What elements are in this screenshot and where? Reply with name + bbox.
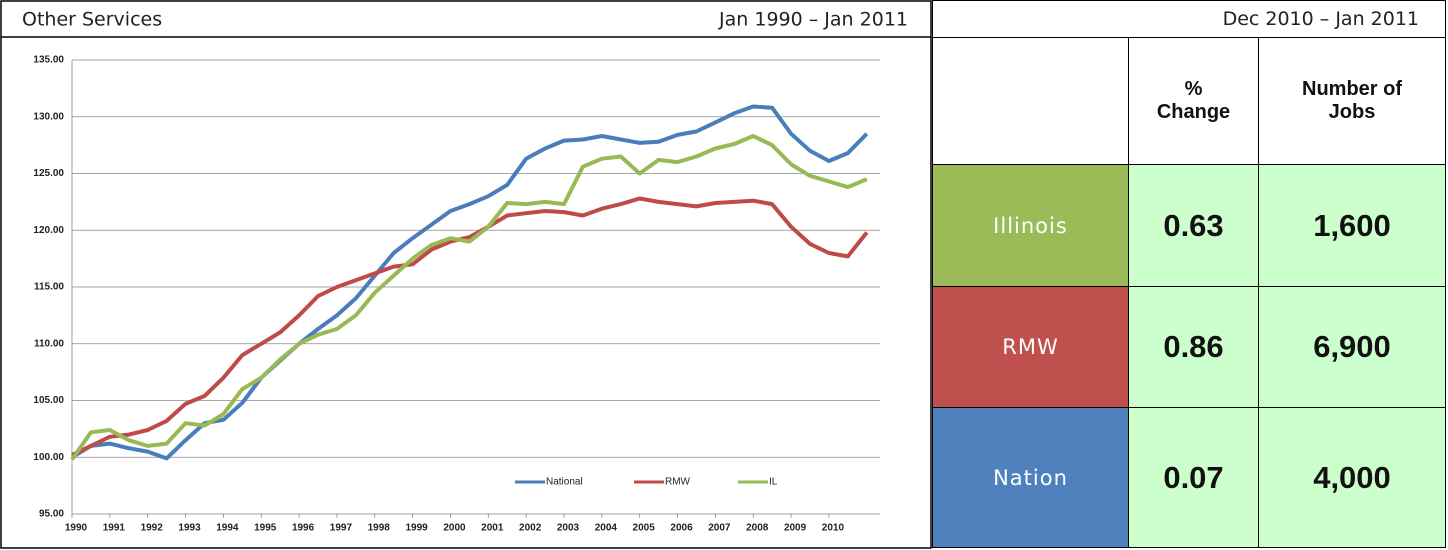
- x-tick-label: 2001: [481, 523, 504, 534]
- y-tick-label: 95.00: [39, 509, 64, 520]
- x-tick-label: 2002: [519, 523, 542, 534]
- x-tick-label: 2010: [822, 523, 845, 534]
- x-tick-label: 2008: [746, 523, 769, 534]
- x-tick-label: 2006: [670, 523, 693, 534]
- column-header: Number of Jobs: [1258, 37, 1446, 165]
- y-tick-label: 110.00: [34, 338, 64, 349]
- y-tick-label: 130.00: [33, 111, 64, 122]
- legend-label: RMW: [665, 477, 691, 488]
- summary-table: Dec 2010 – Jan 2011 % Change Number of J…: [932, 0, 1446, 548]
- x-tick-label: 1994: [216, 523, 239, 534]
- y-tick-label: 115.00: [34, 282, 64, 293]
- x-tick-label: 2000: [443, 523, 466, 534]
- series-line: [71, 196, 869, 457]
- x-tick-label: 1991: [103, 523, 126, 534]
- x-tick-label: 1993: [178, 523, 201, 534]
- chart-title: Other Services: [22, 9, 162, 31]
- table-title: Dec 2010 – Jan 2011: [932, 0, 1446, 38]
- chart: Other Services Jan 1990 – Jan 2011 95.00…: [0, 0, 932, 549]
- x-tick-label: 1997: [330, 523, 353, 534]
- legend-label: National: [546, 477, 583, 488]
- y-tick-label: 120.00: [33, 225, 64, 236]
- x-tick-label: 2004: [595, 523, 618, 534]
- x-tick-label: 2007: [708, 523, 731, 534]
- x-tick-label: 1990: [65, 523, 88, 534]
- legend-label: IL: [769, 477, 778, 488]
- y-tick-label: 105.00: [33, 395, 64, 406]
- x-tick-label: 2003: [557, 523, 580, 534]
- column-header-text: Number of Jobs: [1302, 78, 1402, 123]
- chart-subtitle: Jan 1990 – Jan 2011: [718, 9, 908, 31]
- percent-change: 0.86: [1128, 286, 1259, 408]
- x-tick-label: 1995: [254, 523, 277, 534]
- x-tick-label: 2009: [784, 523, 807, 534]
- row-label: Illinois: [932, 164, 1129, 287]
- y-tick-label: 125.00: [33, 168, 64, 179]
- number-of-jobs: 1,600: [1258, 164, 1446, 287]
- chart-frame: [0, 0, 932, 549]
- x-tick-label: 1998: [368, 523, 391, 534]
- series-line: [70, 134, 868, 461]
- y-tick-label: 135.00: [33, 55, 64, 66]
- row-label: Nation: [932, 407, 1129, 548]
- x-tick-label: 1996: [292, 523, 315, 534]
- blank-cell: [932, 37, 1129, 165]
- y-tick-label: 100.00: [33, 452, 64, 463]
- x-tick-label: 2005: [633, 523, 656, 534]
- number-of-jobs: 4,000: [1258, 407, 1446, 548]
- x-tick-label: 1992: [141, 523, 164, 534]
- percent-change: 0.63: [1128, 164, 1259, 287]
- number-of-jobs: 6,900: [1258, 286, 1446, 408]
- column-header: % Change: [1128, 37, 1259, 165]
- x-tick-label: 1999: [405, 523, 428, 534]
- column-header-text: % Change: [1156, 78, 1231, 123]
- percent-change: 0.07: [1128, 407, 1259, 548]
- row-label: RMW: [932, 286, 1129, 408]
